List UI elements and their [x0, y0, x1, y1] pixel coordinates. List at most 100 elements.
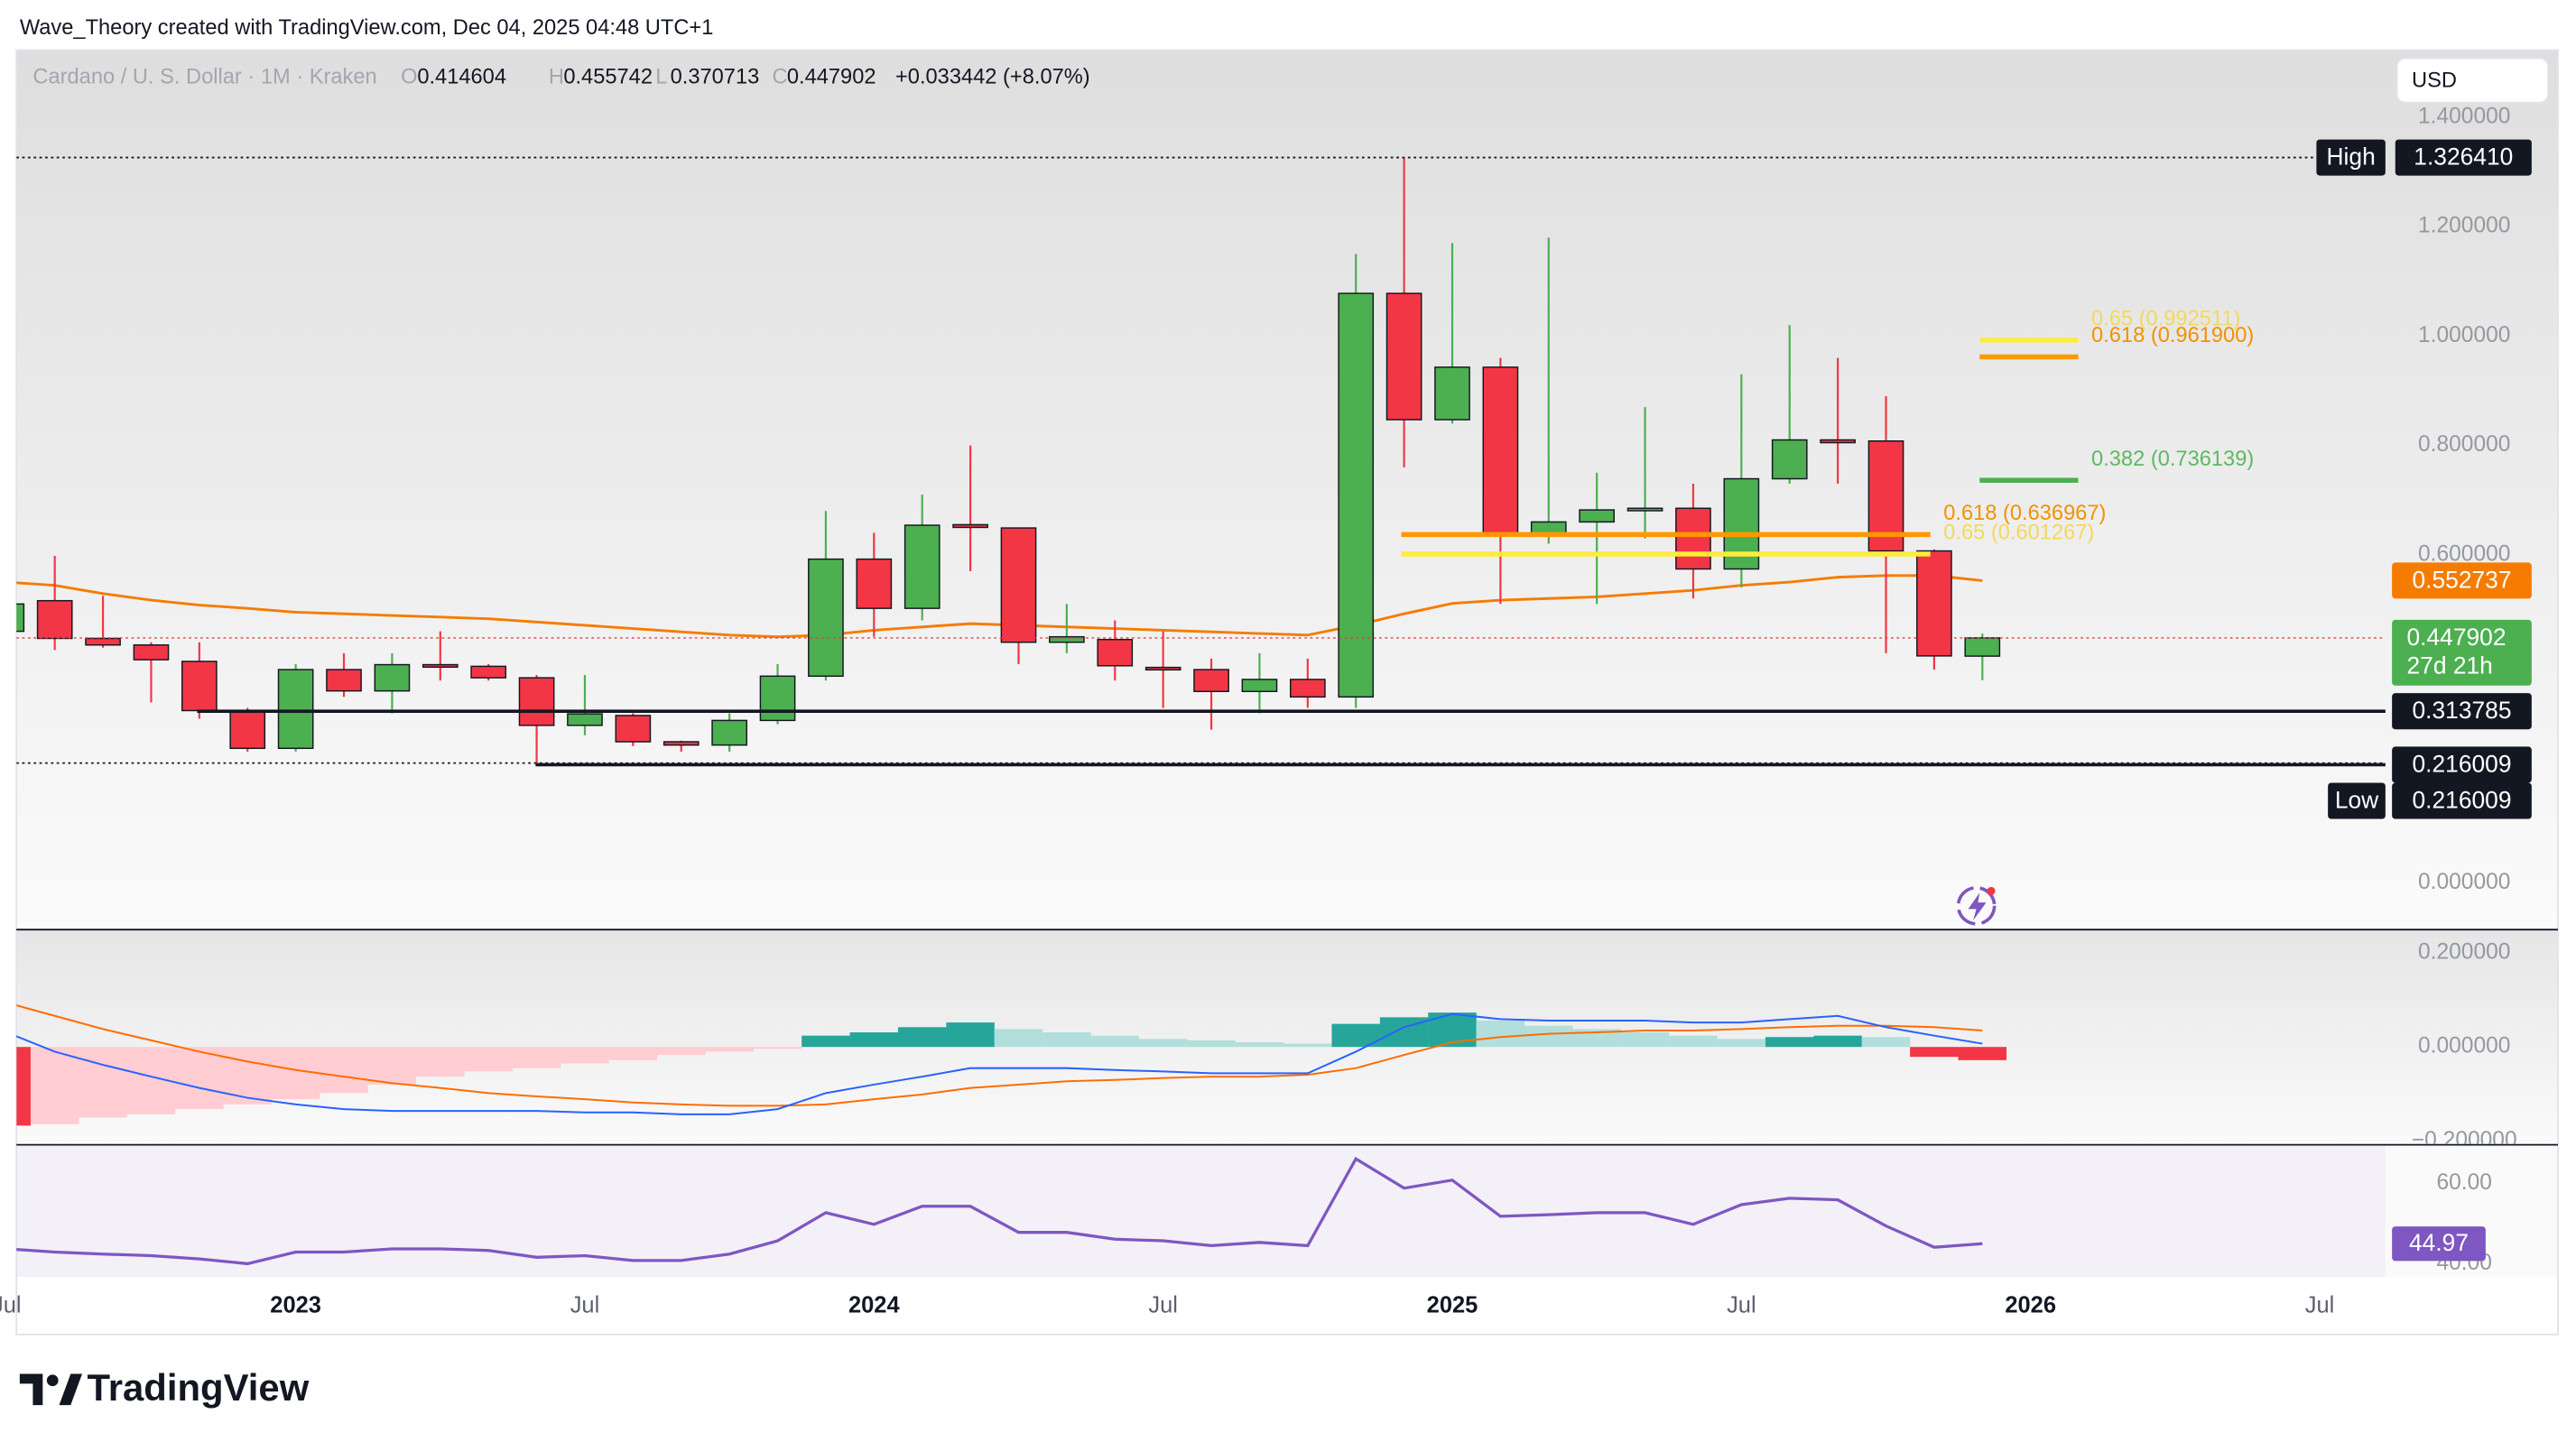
histogram-bar — [464, 1047, 513, 1072]
candle-body — [1144, 666, 1181, 671]
legend-key: O — [401, 66, 417, 89]
fib-label: 0.618 (0.961900) — [2091, 324, 2254, 347]
histogram-bar — [1669, 1035, 1718, 1048]
y-tick-label: 0.200000 — [2418, 939, 2510, 964]
x-tick-label: Jul — [2305, 1293, 2335, 1318]
histogram-bar — [705, 1047, 754, 1052]
candle-body — [1916, 550, 1952, 657]
histogram-bar — [223, 1047, 272, 1105]
legend-change: +0.033442 (+8.07%) — [895, 66, 1090, 89]
histogram-bar — [1283, 1043, 1332, 1048]
legend-key: L — [655, 66, 667, 89]
y-tick-label: 1.400000 — [2418, 104, 2510, 128]
brand-logo — [19, 1373, 83, 1406]
support-value-box — [2392, 693, 2532, 730]
histogram-bar — [1138, 1039, 1188, 1048]
support-value-box — [2392, 746, 2532, 783]
high-key-box — [2316, 139, 2386, 176]
macd-group: 0.200000 0.000000 −0.200000 — [16, 939, 2517, 1152]
fib-label: 0.382 (0.736139) — [2091, 448, 2254, 471]
y-tick-label: 0.000000 — [2418, 1034, 2510, 1058]
candle-body — [808, 558, 844, 678]
histogram-bar — [753, 1047, 802, 1049]
support-value-text: 0.216009 — [2412, 750, 2511, 777]
legend-title: Cardano / U. S. Dollar · 1M · Kraken — [32, 66, 376, 89]
histogram-bar — [1090, 1035, 1140, 1048]
candle-body — [1000, 527, 1037, 643]
candle-body — [1964, 637, 2001, 657]
candle-body — [85, 637, 121, 646]
high-key: High — [2327, 143, 2376, 170]
candle-body — [181, 661, 218, 712]
fib-label: 0.65 (0.992511) — [2091, 307, 2240, 330]
histogram-bar — [608, 1047, 658, 1060]
support-value-text: 0.313785 — [2412, 697, 2511, 724]
x-tick-label: Jul — [1727, 1293, 1756, 1318]
candle-body — [36, 599, 73, 640]
x-tick-label: Jul — [0, 1293, 22, 1318]
x-tick-label: 2025 — [1427, 1293, 1478, 1318]
candle-body — [1675, 507, 1711, 570]
candle-body — [1338, 292, 1375, 698]
candle-body — [711, 719, 747, 746]
candle-body — [567, 713, 603, 726]
histogram-bar — [416, 1047, 465, 1077]
candle-body — [1289, 679, 1326, 698]
candle-body — [277, 669, 314, 750]
currency-button[interactable] — [2395, 57, 2549, 104]
y-tick-label: 0.800000 — [2418, 432, 2510, 457]
x-tick-label: Jul — [1148, 1293, 1178, 1318]
x-tick-label: 2026 — [2005, 1293, 2056, 1318]
candle-body — [1482, 366, 1519, 536]
x-tick-label: 2024 — [848, 1293, 900, 1318]
histogram-bar — [656, 1047, 706, 1056]
histogram-bar — [175, 1047, 224, 1110]
histogram-bar — [561, 1047, 609, 1064]
last-price-text: 0.447902 — [2407, 624, 2507, 651]
legend-key: C — [772, 66, 787, 89]
histogram-bar — [1910, 1047, 1959, 1058]
candle-body — [326, 669, 362, 692]
brand-name: TradingView — [87, 1366, 309, 1409]
rsi-line — [16, 1156, 1983, 1266]
histogram-bar — [946, 1022, 995, 1048]
histogram-bar — [802, 1035, 850, 1048]
histogram-bar — [1861, 1037, 1911, 1048]
rsi-value-text: 44.97 — [2409, 1229, 2469, 1256]
countdown-text: 27d 21h — [2407, 652, 2493, 679]
y-tick-label: 60.00 — [2436, 1170, 2491, 1195]
credit: Wave_Theory created with TradingView.com… — [20, 16, 714, 40]
histogram-bar — [1958, 1047, 2007, 1060]
histogram-bar — [1476, 1020, 1525, 1048]
legend-value: 0.414604 — [417, 66, 506, 89]
lightning-icon[interactable] — [1956, 885, 1997, 926]
currency-label[interactable]: USD — [2412, 69, 2457, 92]
time-group: Jul 2023 Jul 2024 Jul 2025 Jul 2026 Jul — [0, 1293, 2334, 1318]
candle-body — [903, 524, 941, 609]
low-key-box — [2328, 782, 2386, 819]
macd-pane — [16, 930, 2558, 1144]
histogram-bar — [897, 1027, 947, 1048]
fib-label: 0.65 (0.601267) — [1943, 522, 2094, 545]
ema-value-text: 0.552737 — [2412, 566, 2511, 593]
candle-body — [470, 665, 507, 679]
candle-body — [1385, 292, 1422, 421]
histogram-bar — [367, 1047, 417, 1085]
legend-value: 0.370713 — [671, 66, 760, 89]
candle-body — [1241, 679, 1278, 692]
candle-body — [422, 663, 459, 669]
low-value-text: 0.216009 — [2412, 786, 2511, 813]
y-tick-label: 0.600000 — [2418, 541, 2510, 566]
histogram-bar — [1813, 1035, 1862, 1048]
candle-body — [1097, 638, 1134, 667]
candle-body — [229, 709, 266, 750]
legend-key: H — [549, 66, 564, 89]
rsi-band — [16, 1145, 2386, 1278]
candle-body — [615, 715, 652, 743]
y-tick-label: −0.200000 — [2412, 1128, 2517, 1152]
macd-line — [16, 1012, 1983, 1115]
candle-body — [133, 644, 170, 661]
histogram-bar — [30, 1047, 79, 1124]
histogram-bar — [849, 1032, 899, 1048]
low-value-box — [2392, 782, 2532, 819]
